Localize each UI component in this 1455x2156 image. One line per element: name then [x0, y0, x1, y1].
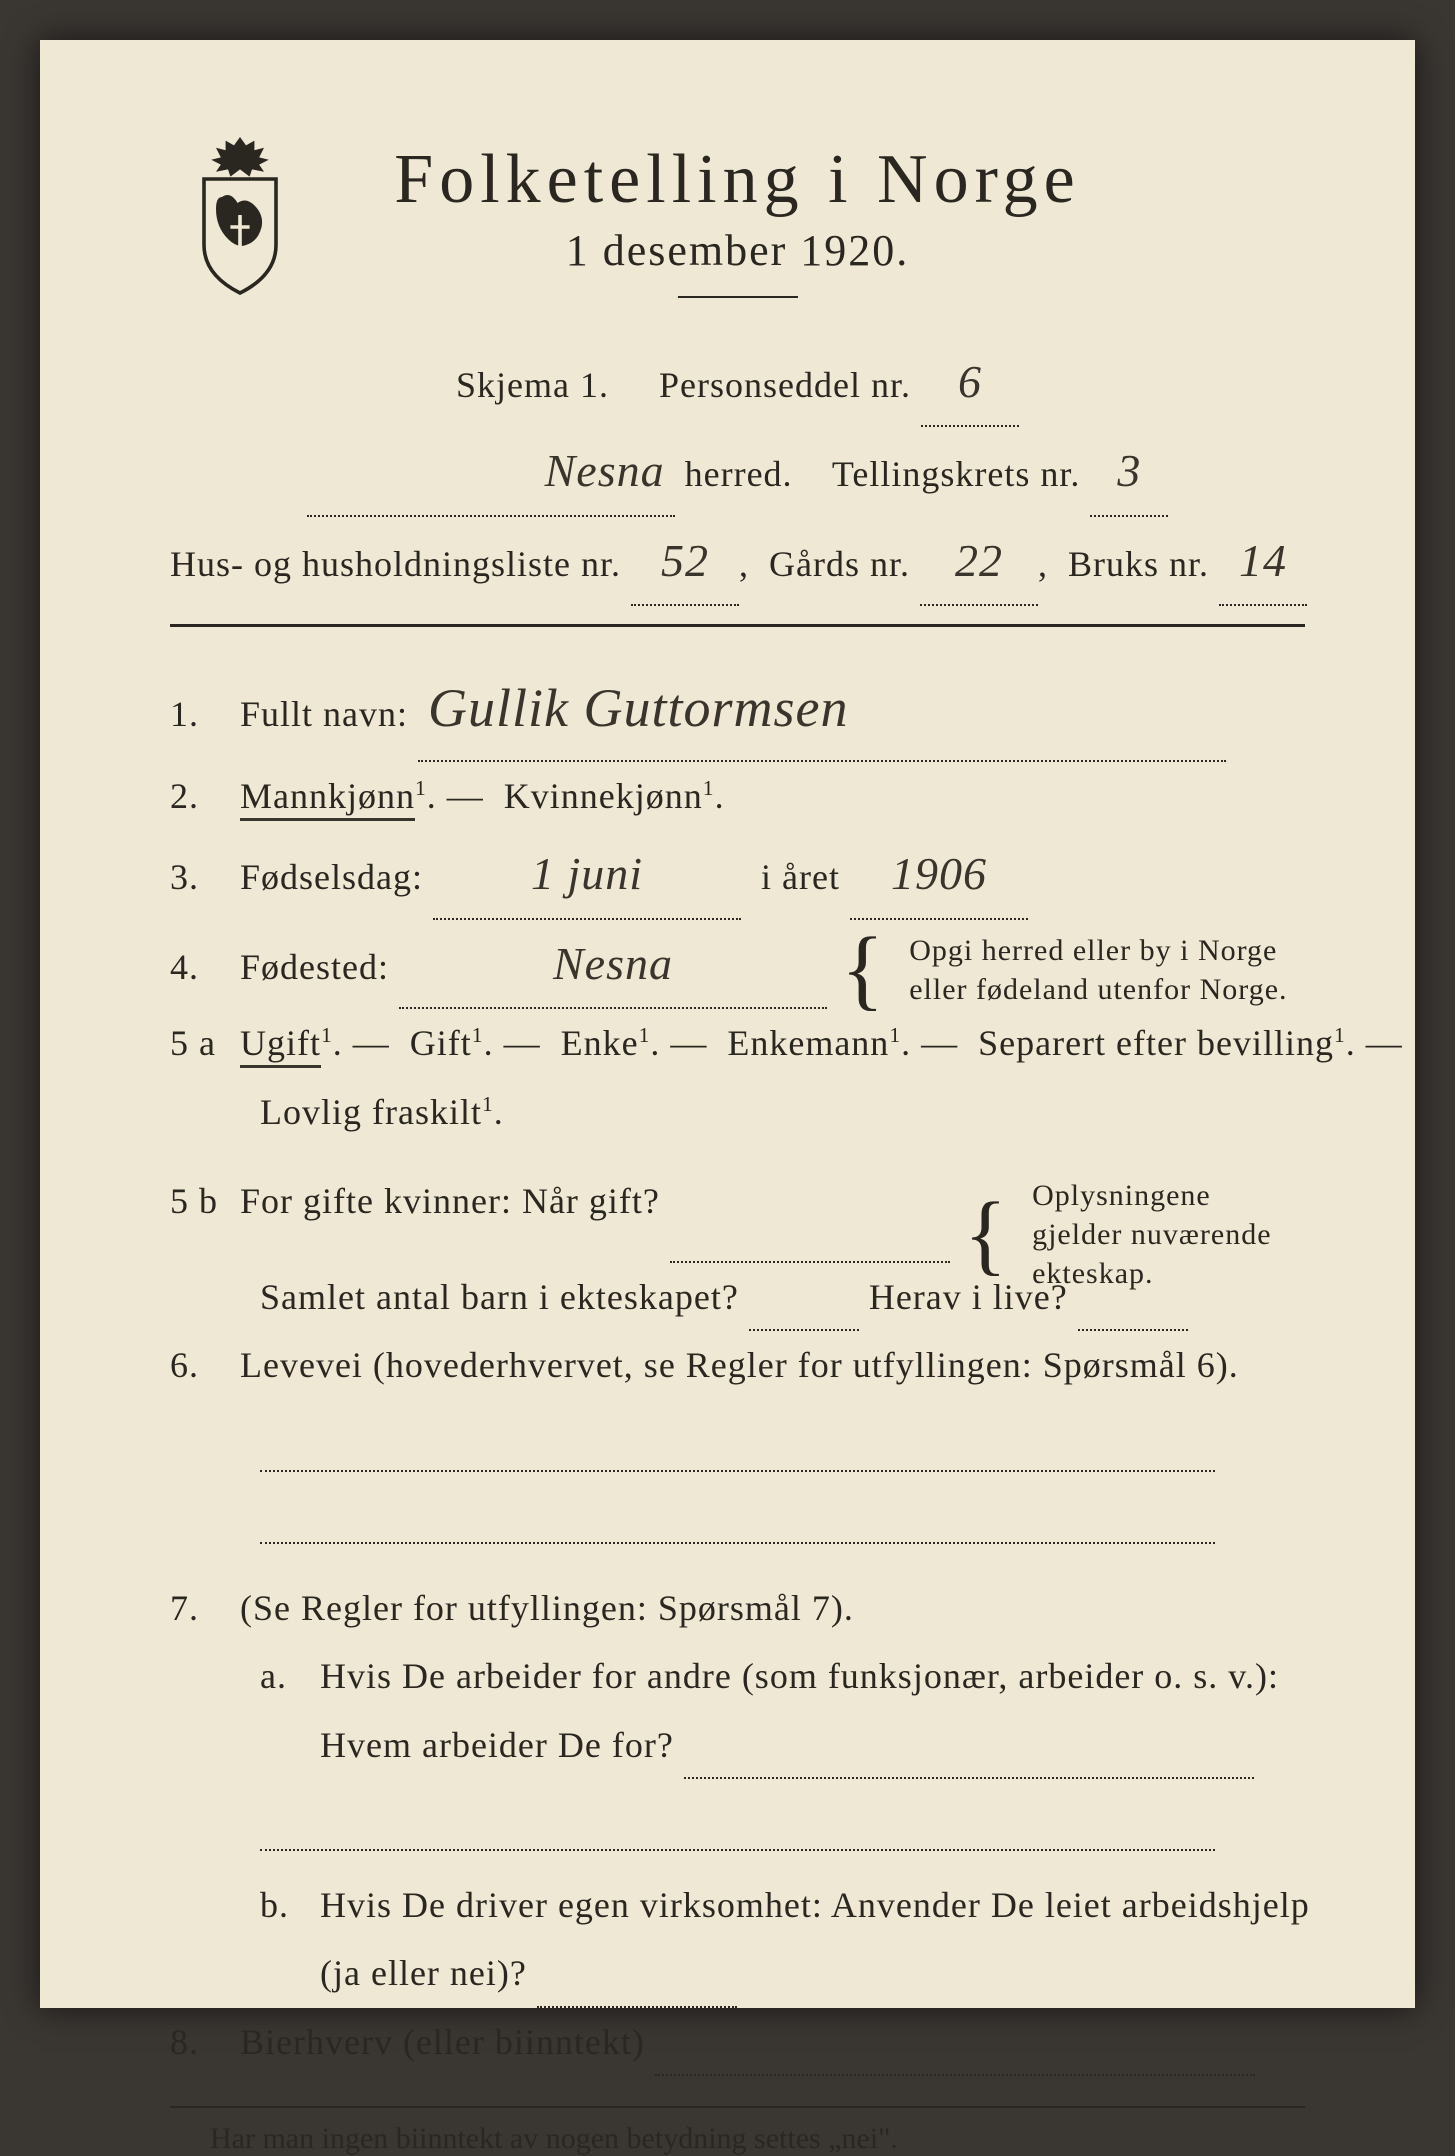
q3-label: Fødselsdag:	[240, 857, 423, 897]
q5b-text1: For gifte kvinner: Når gift?	[240, 1181, 660, 1221]
q5b-fill2	[749, 1279, 859, 1331]
q8-num: 8.	[170, 2008, 230, 2076]
q7a-blank	[260, 1799, 1215, 1851]
tellingskrets-nr: 3	[1090, 427, 1168, 516]
q4-label: Fødested:	[240, 947, 389, 987]
personseddel-nr: 6	[921, 338, 1019, 427]
bruks-label: Bruks nr.	[1068, 544, 1209, 584]
q7-num: 7.	[170, 1574, 230, 1642]
brace-icon: {	[964, 1208, 1008, 1262]
q8-fill	[655, 2024, 1255, 2076]
q6-label: Levevei (hovederhvervet, se Regler for u…	[240, 1345, 1239, 1385]
herred-value: Nesna	[307, 427, 675, 516]
q4-value: Nesna	[399, 920, 827, 1009]
tellingskrets-label: Tellingskrets nr.	[832, 454, 1080, 494]
q5a-separert: Separert efter bevilling	[978, 1023, 1334, 1063]
q7-intro: 7. (Se Regler for utfyllingen: Spørsmål …	[170, 1574, 1305, 1642]
q7b-line2: (ja eller nei)?	[170, 1939, 1305, 2007]
q7a-line2: Hvem arbeider De for?	[170, 1711, 1305, 1779]
q7-intro-text: (Se Regler for utfyllingen: Spørsmål 7).	[240, 1588, 854, 1628]
q5b-num: 5 b	[170, 1167, 230, 1235]
page-subtitle: 1 desember 1920.	[170, 225, 1305, 276]
q7b-line1: b. Hvis De driver egen virksomhet: Anven…	[170, 1871, 1305, 1939]
q5b-note: Oplysningene gjelder nuværende ekteskap.	[1032, 1176, 1271, 1293]
herred-line: Nesna herred. Tellingskrets nr. 3	[170, 427, 1305, 516]
brace-icon: {	[841, 943, 885, 997]
personseddel-label: Personseddel nr.	[659, 365, 911, 405]
q7a-num: a.	[260, 1642, 310, 1710]
q7b-num: b.	[260, 1871, 310, 1939]
q8-label: Bierhverv (eller biinntekt)	[240, 2022, 645, 2062]
q5a-num: 5 a	[170, 1009, 230, 1077]
q6-line: 6. Levevei (hovederhvervet, se Regler fo…	[170, 1331, 1305, 1399]
q2-line: 2. Mannkjønn1. — Kvinnekjønn1.	[170, 762, 1305, 830]
q4-note: Opgi herred eller by i Norge eller fødel…	[909, 931, 1287, 1009]
q5a-enke: Enke	[561, 1023, 639, 1063]
divider	[170, 624, 1305, 627]
q4-num: 4.	[170, 933, 230, 1001]
q5a-gift: Gift	[410, 1023, 472, 1063]
q2-num: 2.	[170, 762, 230, 830]
q5a-enkemann: Enkemann	[727, 1023, 889, 1063]
q7b-text1: Hvis De driver egen virksomhet: Anvender…	[320, 1885, 1310, 1925]
q3-year: 1906	[850, 830, 1028, 919]
q3-num: 3.	[170, 843, 230, 911]
q5a-fraskilt: Lovlig fraskilt	[260, 1092, 482, 1132]
q5b-fill1	[670, 1211, 950, 1263]
q1-num: 1.	[170, 680, 230, 748]
q7a-fill	[684, 1727, 1254, 1779]
q2-kvinne: Kvinnekjønn	[504, 776, 703, 816]
husliste-label: Hus- og husholdningsliste nr.	[170, 544, 621, 584]
divider	[170, 2106, 1305, 2108]
husliste-nr: 52	[631, 517, 739, 606]
skjema-label: Skjema 1.	[456, 365, 609, 405]
q3-year-label: i året	[761, 857, 840, 897]
q6-blank2	[260, 1492, 1215, 1544]
q6-blank1	[260, 1420, 1215, 1472]
q7a-line1: a. Hvis De arbeider for andre (som funks…	[170, 1642, 1305, 1710]
q4-line: 4. Fødested: Nesna { Opgi herred eller b…	[170, 920, 1305, 1010]
herred-label: herred.	[685, 454, 793, 494]
divider	[678, 296, 798, 298]
q2-mann: Mannkjønn	[240, 776, 415, 821]
q1-line: 1. Fullt navn: Gullik Guttormsen	[170, 657, 1305, 762]
husliste-line: Hus- og husholdningsliste nr. 52, Gårds …	[170, 517, 1305, 606]
q5b-text2a: Samlet antal barn i ekteskapet?	[260, 1277, 739, 1317]
q7b-text2: (ja eller nei)?	[320, 1953, 527, 1993]
footer-note: Har man ingen biinntekt av nogen betydni…	[170, 2122, 1305, 2156]
gards-label: Gårds nr.	[769, 544, 910, 584]
q8-line: 8. Bierhverv (eller biinntekt)	[170, 2008, 1305, 2076]
q6-num: 6.	[170, 1331, 230, 1399]
gards-nr: 22	[920, 517, 1038, 606]
q7a-text1: Hvis De arbeider for andre (som funksjon…	[320, 1656, 1279, 1696]
q5a-line2: Lovlig fraskilt1.	[170, 1078, 1305, 1146]
page-title: Folketelling i Norge	[170, 140, 1305, 220]
q5a-line1: 5 a Ugift1. — Gift1. — Enke1. — Enkemann…	[170, 1009, 1305, 1077]
coat-of-arms-icon	[180, 130, 300, 300]
q7b-fill	[537, 1955, 737, 2007]
q5a-ugift: Ugift	[240, 1023, 321, 1068]
header: Folketelling i Norge 1 desember 1920.	[170, 140, 1305, 298]
bruks-nr: 14	[1219, 517, 1307, 606]
skjema-line: Skjema 1. Personseddel nr. 6	[170, 338, 1305, 427]
q5b-line1: 5 b For gifte kvinner: Når gift? { Oplys…	[170, 1146, 1305, 1263]
q1-label: Fullt navn:	[240, 694, 408, 734]
q1-value: Gullik Guttormsen	[418, 657, 1226, 762]
q7a-text2: Hvem arbeider De for?	[320, 1725, 674, 1765]
q3-line: 3. Fødselsdag: 1 juni i året 1906	[170, 830, 1305, 919]
census-form-page: Folketelling i Norge 1 desember 1920. Sk…	[40, 40, 1415, 2008]
q3-day: 1 juni	[433, 830, 741, 919]
